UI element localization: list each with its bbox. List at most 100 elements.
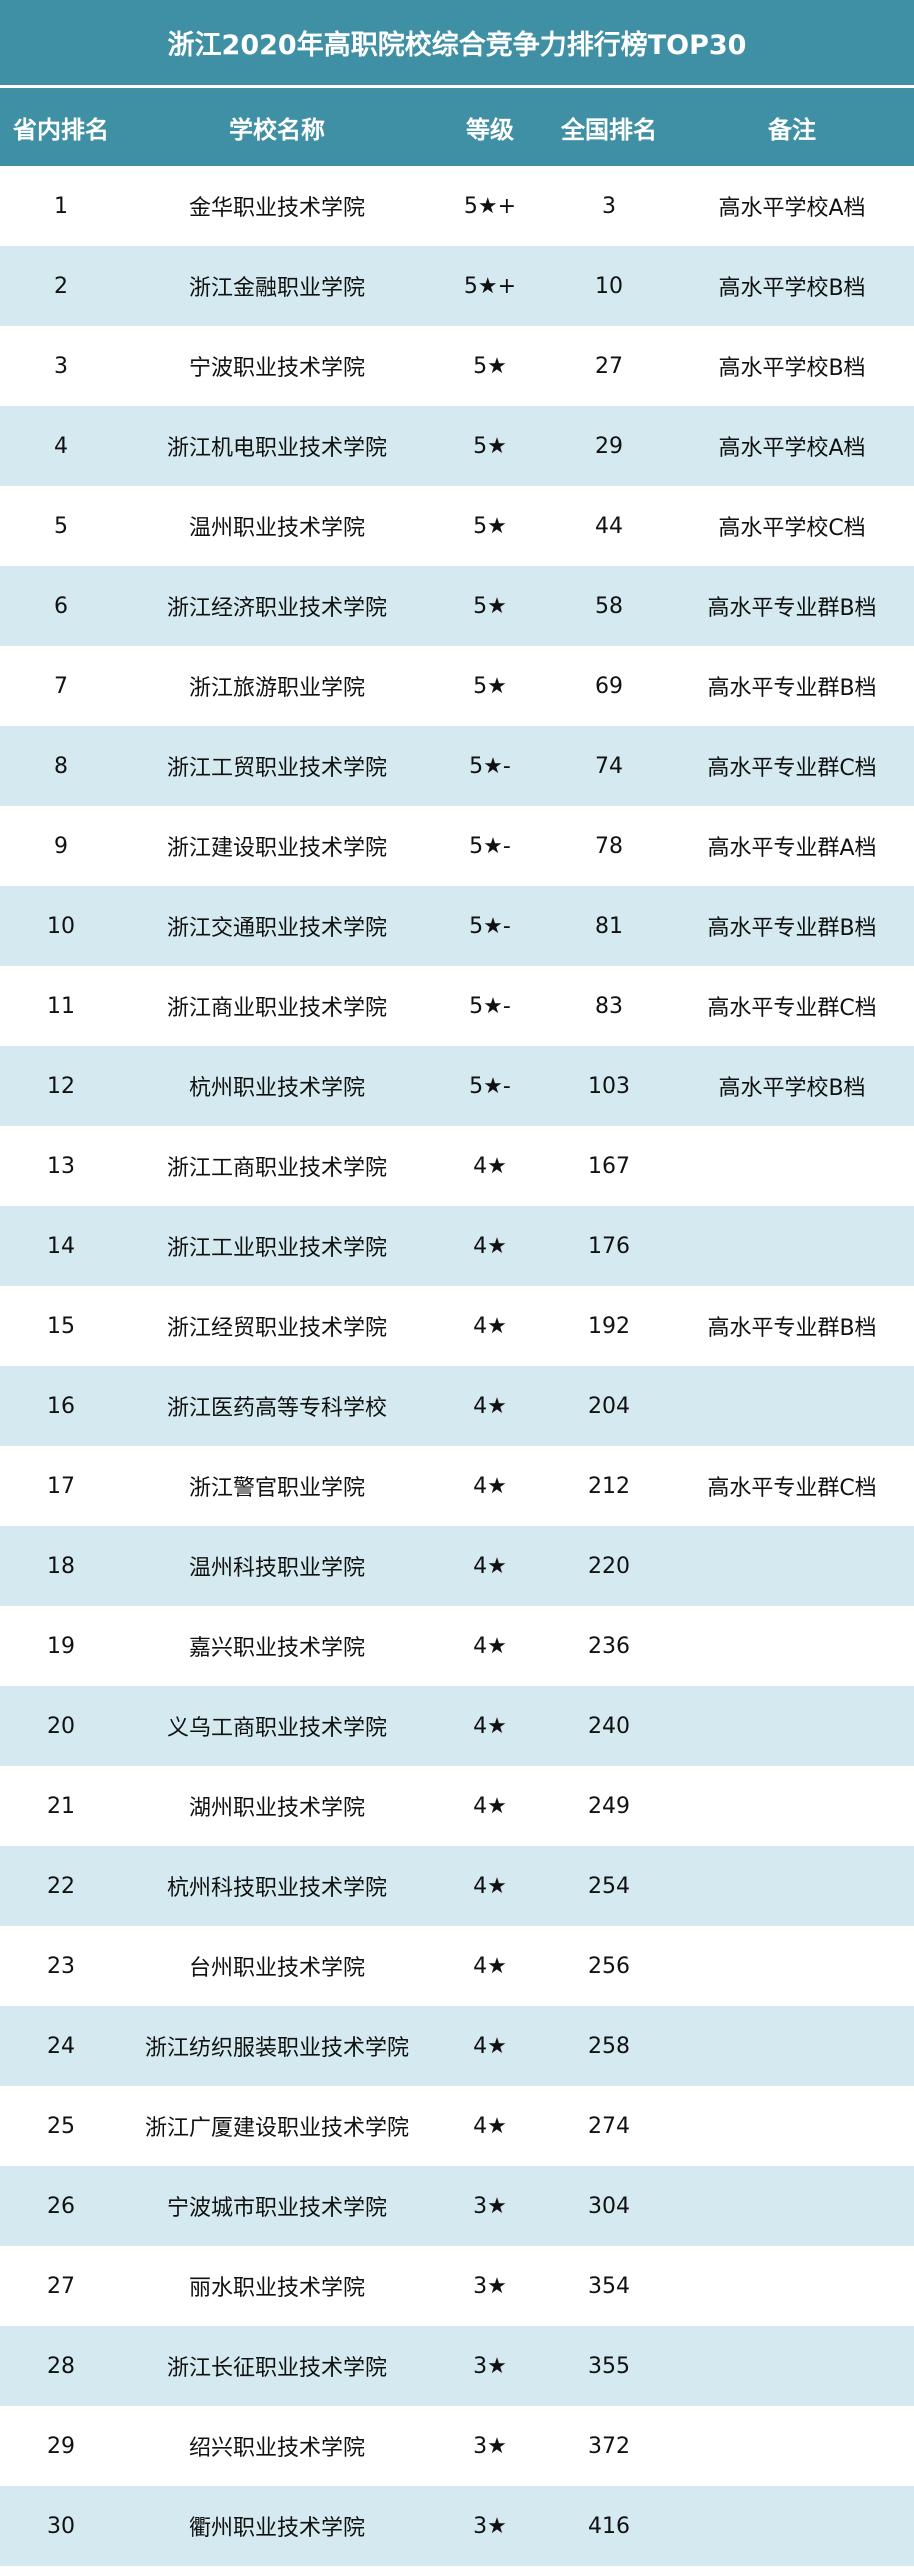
cell-national-rank: 176 bbox=[588, 1233, 630, 1259]
cell-province-rank: 3 bbox=[54, 353, 68, 379]
cell-province-rank: 12 bbox=[47, 1073, 75, 1099]
cell-province-rank: 13 bbox=[47, 1153, 75, 1179]
cell-school-name: 浙江纺织服装职业技术学院 bbox=[144, 2036, 409, 2061]
cell-school-name: 浙江长征职业技术学院 bbox=[166, 2356, 387, 2381]
table-row: 10 浙江交通职业技术学院 5★- 81 高水平专业群B档 bbox=[0, 886, 914, 966]
table-row: 30 衢州职业技术学院 3★ 416 bbox=[0, 2486, 914, 2566]
cell-school-name: 湖州职业技术学院 bbox=[188, 1796, 365, 1821]
cell-school-name: 浙江建设职业技术学院 bbox=[166, 836, 387, 861]
cell-national-rank: 29 bbox=[595, 433, 623, 459]
table-row: 13 浙江工商职业技术学院 4★ 167 bbox=[0, 1126, 914, 1206]
table-row: 22 杭州科技职业技术学院 4★ 254 bbox=[0, 1846, 914, 1926]
cell-school-name: 宁波城市职业技术学院 bbox=[166, 2196, 387, 2221]
cell-note: 高水平学校B档 bbox=[718, 276, 866, 301]
table-row: 6 浙江经济职业技术学院 5★ 58 高水平专业群B档 bbox=[0, 566, 914, 646]
table-body: 1 金华职业技术学院 5★+ 3 高水平学校A档 2 浙江金融职业学院 5★+ 10 高水平学校B… bbox=[0, 166, 914, 2566]
cell-note: 高水平专业群B档 bbox=[707, 596, 877, 621]
cell-grade: 5★+ bbox=[463, 273, 517, 299]
cell-school-name: 温州科技职业学院 bbox=[188, 1556, 365, 1581]
cell-grade: 4★ bbox=[473, 1313, 507, 1339]
cell-school-name: 浙江广厦建设职业技术学院 bbox=[144, 2116, 409, 2141]
cell-school-name: 浙江经贸职业技术学院 bbox=[166, 1316, 387, 1341]
cell-national-rank: 44 bbox=[595, 513, 623, 539]
cell-province-rank: 8 bbox=[54, 753, 68, 779]
cell-national-rank: 212 bbox=[588, 1473, 630, 1499]
table-row: 19 嘉兴职业技术学院 4★ 236 bbox=[0, 1606, 914, 1686]
cell-grade: 4★ bbox=[473, 1553, 507, 1579]
cell-national-rank: 249 bbox=[588, 1793, 630, 1819]
cell-school-name: 浙江机电职业技术学院 bbox=[166, 436, 387, 461]
cell-note: 高水平专业群C档 bbox=[707, 756, 877, 781]
cell-national-rank: 220 bbox=[588, 1553, 630, 1579]
cell-grade: 5★ bbox=[473, 593, 507, 619]
cell-note: 高水平学校B档 bbox=[718, 1076, 866, 1101]
cell-national-rank: 81 bbox=[595, 913, 623, 939]
table-row: 12 杭州职业技术学院 5★- 103 高水平学校B档 bbox=[0, 1046, 914, 1126]
cell-province-rank: 29 bbox=[47, 2433, 75, 2459]
cell-province-rank: 5 bbox=[54, 513, 68, 539]
table-row: 25 浙江广厦建设职业技术学院 4★ 274 bbox=[0, 2086, 914, 2166]
cell-national-rank: 192 bbox=[588, 1313, 630, 1339]
header-grade: 等级 bbox=[466, 115, 514, 144]
table-header: 省内排名 学校名称 等级 全国排名 备注 bbox=[0, 88, 914, 166]
cell-province-rank: 10 bbox=[47, 913, 75, 939]
cell-grade: 5★ bbox=[473, 673, 507, 699]
cell-grade: 5★ bbox=[473, 513, 507, 539]
cell-grade: 3★ bbox=[473, 2193, 507, 2219]
cell-national-rank: 256 bbox=[588, 1953, 630, 1979]
table-row: 26 宁波城市职业技术学院 3★ 304 bbox=[0, 2166, 914, 2246]
cell-note: 高水平专业群C档 bbox=[707, 1476, 877, 1501]
table-row: 3 宁波职业技术学院 5★ 27 高水平学校B档 bbox=[0, 326, 914, 406]
cell-school-name: 衢州职业技术学院 bbox=[188, 2516, 365, 2541]
cell-grade: 5★- bbox=[469, 913, 511, 939]
table-row: 4 浙江机电职业技术学院 5★ 29 高水平学校A档 bbox=[0, 406, 914, 486]
cell-province-rank: 30 bbox=[47, 2513, 75, 2539]
cell-school-name: 浙江工商职业技术学院 bbox=[166, 1156, 387, 1181]
cell-province-rank: 6 bbox=[54, 593, 68, 619]
cell-grade: 3★ bbox=[473, 2273, 507, 2299]
cell-national-rank: 416 bbox=[588, 2513, 630, 2539]
cell-national-rank: 78 bbox=[595, 833, 623, 859]
cell-national-rank: 74 bbox=[595, 753, 623, 779]
cell-grade: 4★ bbox=[473, 1793, 507, 1819]
cell-national-rank: 103 bbox=[588, 1073, 630, 1099]
table-row: 24 浙江纺织服装职业技术学院 4★ 258 bbox=[0, 2006, 914, 2086]
cell-province-rank: 9 bbox=[54, 833, 68, 859]
header-province-rank: 省内排名 bbox=[13, 115, 109, 144]
cell-national-rank: 204 bbox=[588, 1393, 630, 1419]
cell-school-name: 宁波职业技术学院 bbox=[188, 356, 365, 381]
cell-grade: 3★ bbox=[473, 2433, 507, 2459]
table-row: 11 浙江商业职业技术学院 5★- 83 高水平专业群C档 bbox=[0, 966, 914, 1046]
cell-province-rank: 11 bbox=[47, 993, 75, 1019]
cell-school-name: 嘉兴职业技术学院 bbox=[188, 1636, 365, 1661]
table-row: 17 浙江警官职业学院 4★ 212 高水平专业群C档 bbox=[0, 1446, 914, 1526]
cell-national-rank: 354 bbox=[588, 2273, 630, 2299]
cell-province-rank: 17 bbox=[47, 1473, 75, 1499]
cell-note: 高水平专业群C档 bbox=[707, 996, 877, 1021]
cell-grade: 3★ bbox=[473, 2513, 507, 2539]
cell-grade: 4★ bbox=[473, 2033, 507, 2059]
cell-province-rank: 1 bbox=[54, 193, 68, 219]
cell-province-rank: 21 bbox=[47, 1793, 75, 1819]
cell-school-name: 绍兴职业技术学院 bbox=[188, 2436, 365, 2461]
cell-province-rank: 19 bbox=[47, 1633, 75, 1659]
cell-national-rank: 83 bbox=[595, 993, 623, 1019]
table-row: 27 丽水职业技术学院 3★ 354 bbox=[0, 2246, 914, 2326]
table-row: 1 金华职业技术学院 5★+ 3 高水平学校A档 bbox=[0, 166, 914, 246]
table-row: 23 台州职业技术学院 4★ 256 bbox=[0, 1926, 914, 2006]
cell-province-rank: 20 bbox=[47, 1713, 75, 1739]
cell-province-rank: 14 bbox=[47, 1233, 75, 1259]
cell-province-rank: 4 bbox=[54, 433, 68, 459]
cell-grade: 5★- bbox=[469, 833, 511, 859]
cell-grade: 4★ bbox=[473, 1473, 507, 1499]
cell-school-name: 杭州职业技术学院 bbox=[188, 1076, 365, 1101]
cell-province-rank: 15 bbox=[47, 1313, 75, 1339]
table-row: 9 浙江建设职业技术学院 5★- 78 高水平专业群A档 bbox=[0, 806, 914, 886]
cell-note: 高水平专业群B档 bbox=[707, 1316, 877, 1341]
cell-province-rank: 22 bbox=[47, 1873, 75, 1899]
cell-province-rank: 28 bbox=[47, 2353, 75, 2379]
cell-province-rank: 7 bbox=[54, 673, 68, 699]
cell-national-rank: 372 bbox=[588, 2433, 630, 2459]
cell-grade: 4★ bbox=[473, 1633, 507, 1659]
cell-school-name: 浙江医药高等专科学校 bbox=[166, 1396, 387, 1421]
